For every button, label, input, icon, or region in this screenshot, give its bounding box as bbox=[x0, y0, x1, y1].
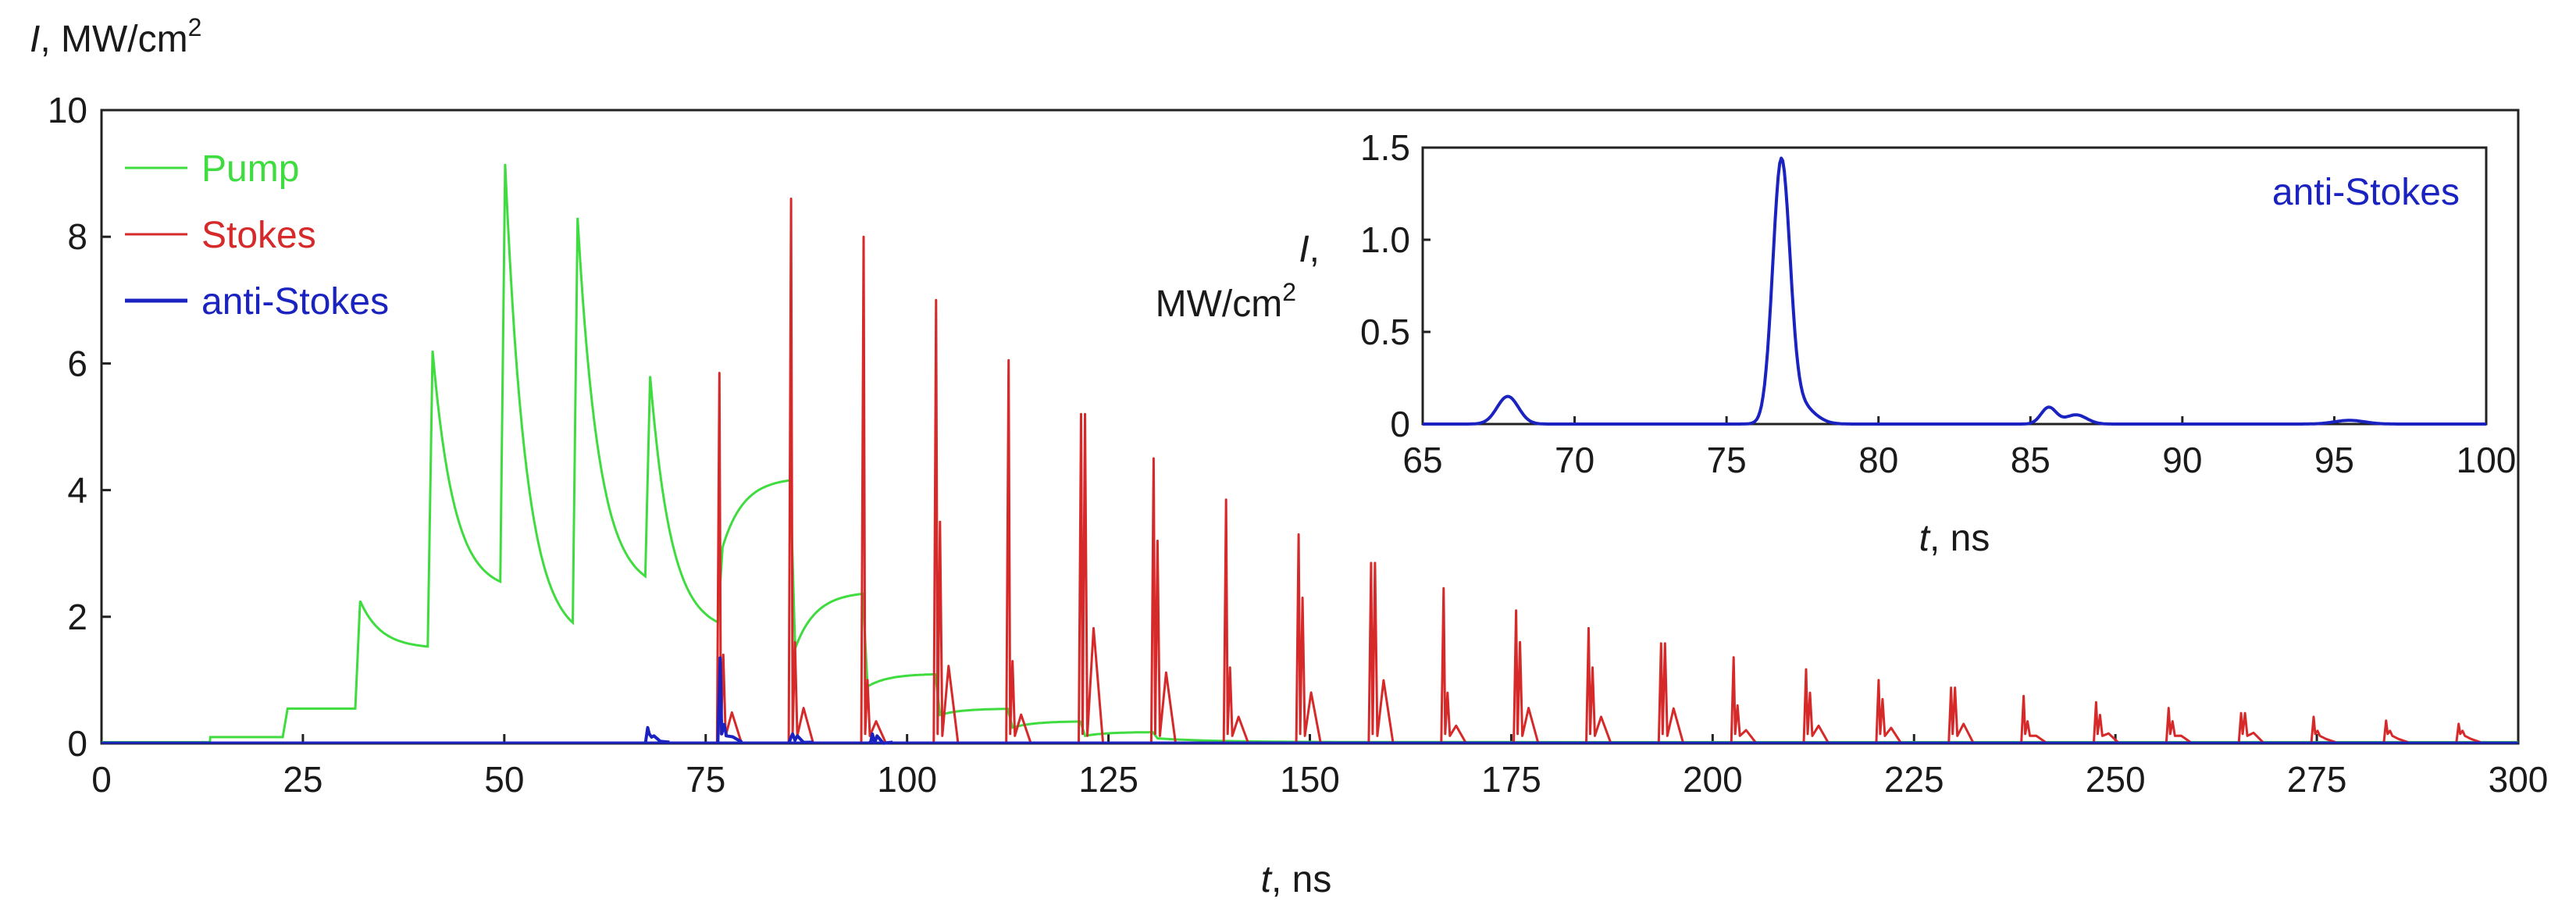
inset-y-tick-label: 0 bbox=[1390, 404, 1410, 444]
main-y-tick-label: 8 bbox=[67, 216, 87, 257]
series-line-pump bbox=[102, 163, 2519, 743]
main-x-tick-label: 100 bbox=[877, 759, 937, 800]
main-y-tick-label: 6 bbox=[67, 343, 87, 383]
spike-anti-stokes bbox=[787, 732, 814, 744]
inset-x-tick-label: 65 bbox=[1402, 440, 1442, 480]
inset-x-tick-label: 95 bbox=[2314, 440, 2354, 480]
main-x-axis-title-symbol: t bbox=[1261, 859, 1273, 900]
main-x-axis-title-units: , ns bbox=[1271, 859, 1331, 900]
main-y-tick-label: 4 bbox=[67, 470, 87, 511]
spike-stokes bbox=[1802, 668, 1830, 744]
inset-y-tick-label: 1.5 bbox=[1360, 127, 1410, 168]
spike-stokes bbox=[715, 372, 743, 744]
inset-x-tick-label: 75 bbox=[1707, 440, 1747, 480]
spike-stokes bbox=[1367, 561, 1395, 744]
spike-stokes bbox=[1657, 642, 1684, 744]
inset-y-axis-units-text: MW/cm bbox=[1156, 283, 1283, 325]
main-x-axis-title: t, ns bbox=[1261, 859, 1332, 900]
main-x-tick-label: 200 bbox=[1683, 759, 1743, 800]
spike-stokes bbox=[2310, 715, 2336, 744]
spike-stokes bbox=[1078, 412, 1104, 744]
legend-label-stokes: Stokes bbox=[201, 215, 316, 256]
spike-stokes bbox=[2382, 719, 2409, 744]
inset-y-tick-label: 1.0 bbox=[1360, 219, 1410, 260]
spike-stokes bbox=[1585, 626, 1612, 744]
spike-stokes bbox=[2020, 694, 2047, 744]
main-x-tick-label: 225 bbox=[1884, 759, 1944, 800]
spike-stokes bbox=[1005, 358, 1032, 744]
main-x-tick-label: 50 bbox=[484, 759, 524, 800]
legend-label-pump: Pump bbox=[201, 148, 299, 190]
spike-stokes bbox=[932, 298, 960, 744]
main-y-axis-title-units: , MW/cm bbox=[40, 19, 187, 60]
spike-stokes bbox=[1222, 498, 1249, 744]
main-x-tick-label: 175 bbox=[1481, 759, 1541, 800]
main-y-axis-title-symbol: I bbox=[30, 19, 40, 60]
inset-x-axis-title-symbol: t bbox=[1919, 518, 1931, 559]
spike-stokes bbox=[1149, 457, 1177, 744]
main-y-tick-label: 10 bbox=[48, 90, 87, 130]
spike-stokes bbox=[1875, 679, 1902, 744]
series-stokes bbox=[102, 198, 2518, 744]
series-anti-stokes bbox=[102, 656, 2518, 745]
main-x-tick-label: 250 bbox=[2086, 759, 2146, 800]
inset-x-tick-label: 100 bbox=[2457, 440, 2517, 480]
main-y-axis-title-superscript: 2 bbox=[188, 13, 202, 41]
series-line-inset-anti-stokes bbox=[1422, 156, 2487, 426]
spike-stokes bbox=[1295, 533, 1322, 744]
main-y-tick-label: 2 bbox=[67, 597, 87, 637]
inset-x-tick-label: 80 bbox=[1858, 440, 1898, 480]
main-x-tick-label: 275 bbox=[2287, 759, 2347, 800]
spike-stokes bbox=[1440, 586, 1467, 744]
inset-legend-label: anti-Stokes bbox=[2272, 172, 2460, 213]
spike-stokes bbox=[787, 198, 814, 744]
spike-stokes bbox=[1947, 686, 1975, 744]
main-plot-frame bbox=[100, 109, 2520, 745]
spike-stokes bbox=[860, 235, 887, 744]
inset-y-axis-title-comma: , bbox=[1309, 229, 1320, 270]
spike-stokes bbox=[1512, 609, 1540, 744]
inset-x-axis-title: t, ns bbox=[1919, 518, 1990, 559]
spike-stokes bbox=[2164, 707, 2192, 744]
inset-x-tick-label: 70 bbox=[1555, 440, 1594, 480]
spike-stokes bbox=[2237, 711, 2264, 744]
spike-anti-stokes bbox=[643, 725, 670, 744]
main-x-tick-label: 25 bbox=[283, 759, 322, 800]
spike-stokes bbox=[1730, 656, 1757, 744]
main-x-tick-label: 300 bbox=[2489, 759, 2549, 800]
inset-x-tick-label: 85 bbox=[2011, 440, 2050, 480]
main-y-axis-title: I, MW/cm2 bbox=[30, 13, 201, 60]
main-x-tick-label: 75 bbox=[686, 759, 725, 800]
main-legend: Pump Stokes anti-Stokes bbox=[125, 148, 389, 323]
main-x-tick-label: 125 bbox=[1078, 759, 1138, 800]
inset-y-axis-title-symbol: I bbox=[1299, 229, 1309, 270]
main-x-tick-label: 0 bbox=[91, 759, 112, 800]
inset-y-axis-units-superscript: 2 bbox=[1282, 278, 1296, 306]
inset-y-axis-title-units: MW/cm2 bbox=[1156, 278, 1296, 325]
main-y-tick-label: 0 bbox=[67, 723, 87, 764]
spike-stokes bbox=[2455, 722, 2482, 744]
main-x-tick-label: 150 bbox=[1280, 759, 1340, 800]
legend-label-anti-stokes: anti-Stokes bbox=[201, 281, 389, 323]
main-plot: 0 25 50 75 100 125 150 175 200 225 250 275 300024681… bbox=[30, 13, 2548, 900]
inset-x-axis-title-units: , ns bbox=[1929, 518, 1990, 559]
spike-stokes bbox=[2092, 700, 2119, 744]
spike-anti-stokes bbox=[867, 732, 893, 745]
inset-y-axis-title: I, bbox=[1299, 229, 1320, 270]
spike-anti-stokes bbox=[716, 656, 743, 744]
inset-x-tick-label: 90 bbox=[2162, 440, 2202, 480]
inset-y-tick-label: 0.5 bbox=[1360, 312, 1410, 352]
